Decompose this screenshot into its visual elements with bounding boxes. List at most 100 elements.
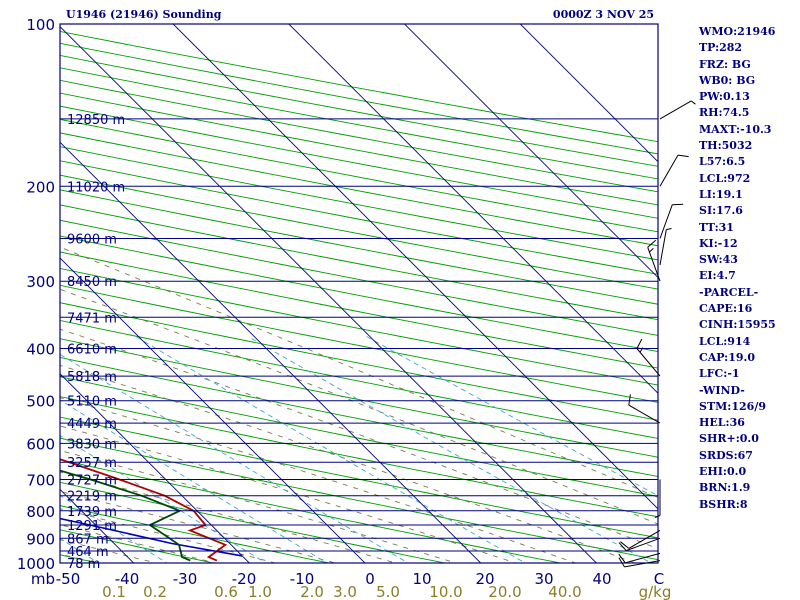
index-item: LFC:-1	[699, 367, 740, 381]
mixing-ratio-line	[60, 494, 168, 563]
height-label: 7471 m	[67, 311, 117, 326]
height-label: 8450 m	[67, 275, 117, 290]
height-label: 3257 m	[67, 456, 117, 471]
height-label: 867 m	[67, 532, 109, 547]
index-item: CAPE:16	[699, 302, 753, 316]
temperature-tick-label: 30	[534, 570, 553, 588]
dry-adiabat	[60, 459, 563, 563]
index-item: LI:19.1	[699, 187, 743, 201]
height-label: 11020 m	[67, 180, 125, 195]
plot-area	[0, 24, 658, 575]
moist-adiabat	[60, 490, 337, 563]
wind-barb	[659, 100, 696, 120]
moist-adiabat	[60, 524, 218, 563]
pressure-label: 200	[26, 178, 55, 196]
wind-barb	[618, 552, 661, 564]
index-item: CINH:15955	[699, 318, 776, 332]
index-item: WMO:21946	[699, 25, 776, 38]
wind-barb-staff	[628, 404, 661, 424]
stability-indices-panel: WMO:21946 TP:282 FRZ: BG WB0: BG PW:0.13 RH:7…	[699, 24, 776, 513]
wind-barb-staff	[659, 100, 692, 120]
mixing-ratio-line	[60, 399, 328, 563]
index-item: -WIND-	[699, 383, 745, 397]
temperature-tick-label: 0	[365, 570, 375, 588]
height-label: 78 m	[67, 557, 100, 572]
wind-barb	[620, 529, 661, 549]
temperature-tick-label: C	[654, 570, 664, 588]
wind-barb-staff	[625, 552, 661, 564]
index-item: TT:31	[699, 220, 734, 234]
mixing-ratio-label: 10.0	[429, 583, 462, 600]
index-item: TH:5032	[699, 139, 753, 153]
index-item: FRZ: BG	[699, 57, 751, 71]
isotherm	[60, 373, 250, 563]
temperature-tick-label: -10	[290, 570, 315, 588]
index-item: RH:74.5	[699, 106, 750, 120]
wind-barb-staff	[659, 154, 679, 187]
wind-barb	[618, 557, 661, 568]
temperature-tick-label: 20	[475, 570, 494, 588]
isotherm	[403, 24, 658, 279]
height-label: 5818 m	[67, 370, 117, 385]
wind-barb-flag	[647, 239, 657, 248]
index-item: SHR+:0.0	[699, 432, 759, 446]
index-item: LCL:914	[699, 334, 751, 348]
dry-adiabat	[60, 529, 216, 563]
isotherm	[60, 25, 598, 563]
mixing-ratio-label: 1.0	[248, 583, 272, 600]
wind-barb	[659, 228, 672, 266]
pressure-label: 300	[26, 273, 55, 291]
index-item: SW:43	[699, 253, 738, 267]
pressure-label: 900	[26, 530, 55, 548]
isotherm	[60, 257, 366, 563]
wind-barb-flag	[628, 394, 631, 406]
temperature-tick-label: -20	[232, 570, 257, 588]
index-item: STM:126/9	[699, 399, 766, 413]
wind-barb-staff	[628, 529, 661, 549]
index-item: BRN:1.9	[699, 481, 751, 495]
plot-frame	[59, 23, 659, 564]
wind-barb-flag	[618, 553, 626, 564]
index-item: EHI:0.0	[699, 465, 747, 479]
moist-adiabat	[60, 425, 517, 563]
index-item: L57:6.5	[699, 155, 746, 169]
dry-adiabat	[60, 481, 447, 563]
temperature-tick-label: -50	[56, 570, 81, 588]
height-label: 5110 m	[67, 395, 117, 410]
wind-barb-half-flag	[639, 347, 644, 353]
height-label: 3830 m	[67, 437, 117, 452]
wind-barb	[618, 537, 661, 552]
isotherm	[288, 24, 658, 394]
dry-adiabat	[60, 319, 658, 439]
pressure-label: 800	[26, 503, 55, 521]
chart-title: U1946 (21946) Sounding	[66, 8, 222, 21]
mixing-ratio-line	[60, 435, 267, 563]
wind-barb-staff	[659, 229, 667, 266]
wind-barb	[659, 154, 689, 187]
temperature-tick-label: -40	[115, 570, 140, 588]
index-item: EI:4.7	[699, 269, 736, 283]
moist-adiabat	[60, 246, 658, 498]
temperature-tick-label: -30	[173, 570, 198, 588]
wind-barb-flag	[618, 542, 627, 551]
dry-adiabat	[60, 437, 658, 561]
moist-adiabat	[0, 162, 29, 575]
dry-adiabat	[60, 416, 658, 539]
moist-adiabat	[60, 364, 637, 563]
index-item: TP:282	[699, 41, 743, 55]
height-label: 1739 m	[67, 505, 117, 520]
mixing-ratio-label: 2.0	[300, 583, 324, 600]
wind-barb-flag	[677, 154, 689, 158]
mixing-ratio-label: 40.0	[548, 583, 581, 600]
height-label: 1291 m	[67, 519, 117, 534]
wind-barb	[659, 203, 684, 239]
height-label: 12850 m	[67, 113, 125, 128]
wind-barb-staff	[624, 560, 661, 568]
dry-adiabat	[60, 396, 658, 518]
isotherm	[172, 24, 658, 510]
wind-barb-staff	[626, 537, 661, 552]
wind-barb-flag	[618, 557, 625, 568]
wind-barb-staff	[647, 247, 661, 282]
isotherm	[60, 141, 482, 563]
